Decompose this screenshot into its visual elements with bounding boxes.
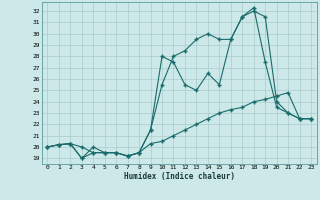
X-axis label: Humidex (Indice chaleur): Humidex (Indice chaleur) [124,172,235,181]
